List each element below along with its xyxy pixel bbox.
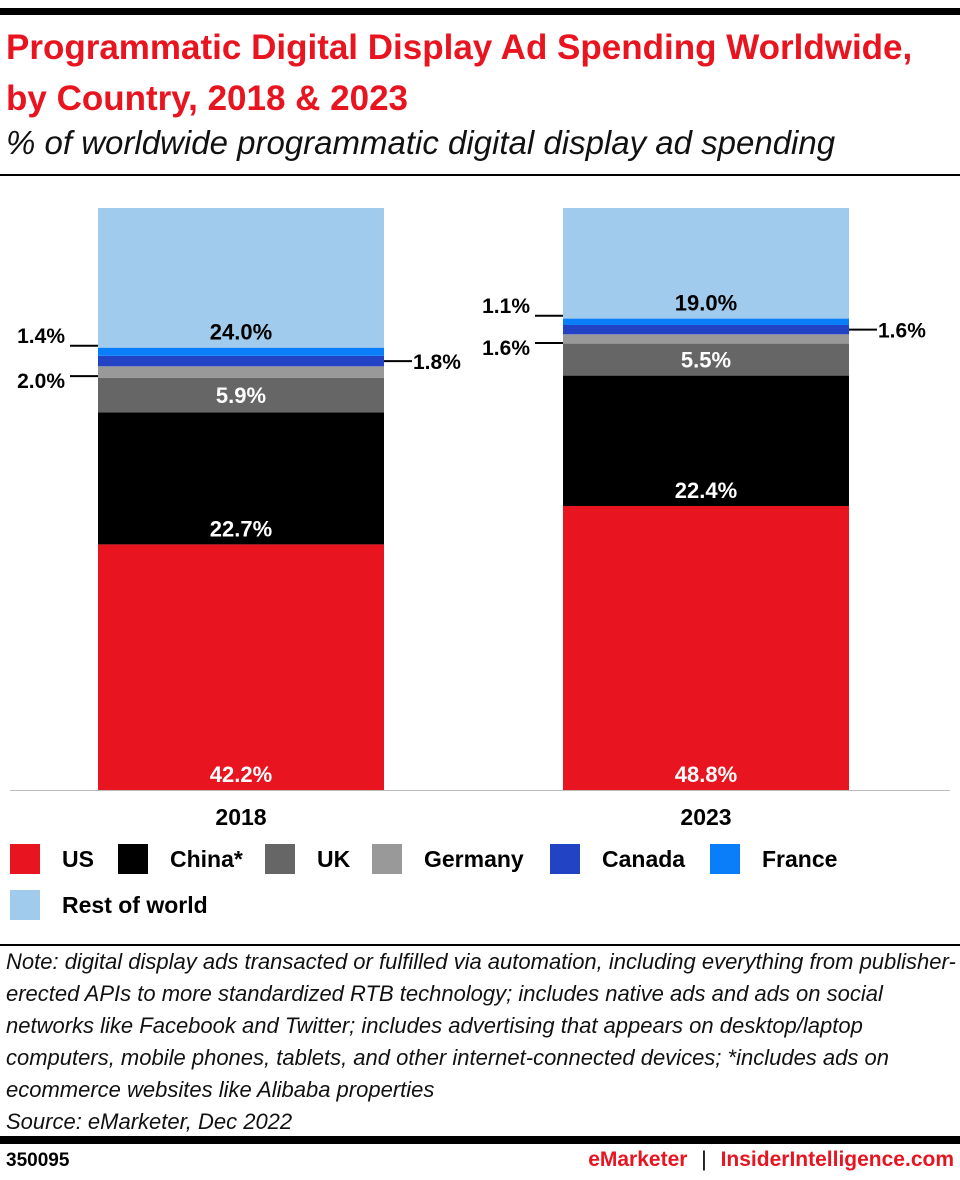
legend-label: UK — [317, 845, 351, 872]
x-tick-label: 2023 — [680, 804, 731, 830]
bar-segment-germany-2018 — [98, 366, 384, 378]
brand-separator: | — [701, 1148, 707, 1171]
note-text: Note: digital display ads transacted or … — [6, 949, 956, 1102]
data-label: 19.0% — [675, 291, 737, 316]
brand-insiderintelligence[interactable]: InsiderIntelligence.com — [720, 1148, 954, 1171]
data-label: 42.2% — [210, 762, 272, 787]
top-bar — [0, 8, 960, 15]
chart-subtitle: % of worldwide programmatic digital disp… — [6, 124, 836, 161]
legend-label: China* — [170, 845, 243, 872]
bar-segment-germany-2023 — [563, 334, 849, 344]
bar-segment-us-2023 — [563, 505, 849, 790]
data-label: 1.8% — [413, 351, 461, 374]
data-label: 24.0% — [210, 320, 272, 345]
bottom-bar — [0, 1136, 960, 1144]
bar-segment-uk-2023 — [563, 343, 849, 376]
legend-swatch — [710, 844, 740, 874]
data-label: 5.5% — [681, 348, 731, 373]
bar-segment-china--2023 — [563, 375, 849, 506]
legend-swatch — [372, 844, 402, 874]
legend-label: Canada — [602, 845, 686, 872]
bar-segment-rest-of-world-2018 — [98, 208, 384, 348]
bar-segment-us-2018 — [98, 544, 384, 790]
legend-swatch — [550, 844, 580, 874]
bar-segment-china--2018 — [98, 412, 384, 545]
legend-swatch — [10, 890, 40, 920]
brand-emarketer: eMarketer — [588, 1148, 688, 1171]
bar-segment-uk-2018 — [98, 377, 384, 413]
bar-segment-rest-of-world-2023 — [563, 208, 849, 319]
data-label: 22.4% — [675, 478, 737, 503]
data-label: 1.1% — [482, 295, 530, 318]
note-block: Note: digital display ads transacted or … — [6, 946, 956, 1138]
data-label: 48.8% — [675, 762, 737, 787]
chart-title: Programmatic Digital Display Ad Spending… — [6, 28, 913, 118]
legend-item: China* — [118, 844, 243, 874]
legend-label: France — [762, 845, 838, 872]
legend-label: Rest of world — [62, 891, 208, 918]
legend-swatch — [265, 844, 295, 874]
divider — [0, 944, 960, 946]
data-label: 1.6% — [482, 337, 530, 360]
source-text: Source: eMarketer, Dec 2022 — [6, 1109, 293, 1134]
legend-swatch — [118, 844, 148, 874]
data-label: 2.0% — [17, 370, 65, 393]
legend-swatch — [10, 844, 40, 874]
bar-segment-france-2023 — [563, 318, 849, 325]
legend-label: US — [62, 845, 94, 872]
legend-item: Rest of world — [10, 890, 208, 920]
bar-segment-canada-2023 — [563, 324, 849, 335]
legend-item: US — [10, 844, 94, 874]
legend-item: Germany — [372, 844, 524, 874]
data-label: 1.4% — [17, 325, 65, 348]
brand: eMarketer | InsiderIntelligence.com — [588, 1148, 954, 1172]
chart-id: 350095 — [6, 1150, 70, 1171]
bar-segment-canada-2018 — [98, 355, 384, 367]
legend-label: Germany — [424, 845, 524, 872]
legend-item: UK — [265, 844, 350, 874]
divider — [0, 174, 960, 176]
legend-item: Canada — [550, 844, 685, 874]
legend-item: France — [710, 844, 837, 874]
x-tick-label: 2018 — [215, 804, 266, 830]
bar-segment-france-2018 — [98, 347, 384, 356]
data-label: 1.6% — [878, 320, 926, 343]
data-label: 5.9% — [216, 383, 266, 408]
data-label: 22.7% — [210, 516, 272, 541]
